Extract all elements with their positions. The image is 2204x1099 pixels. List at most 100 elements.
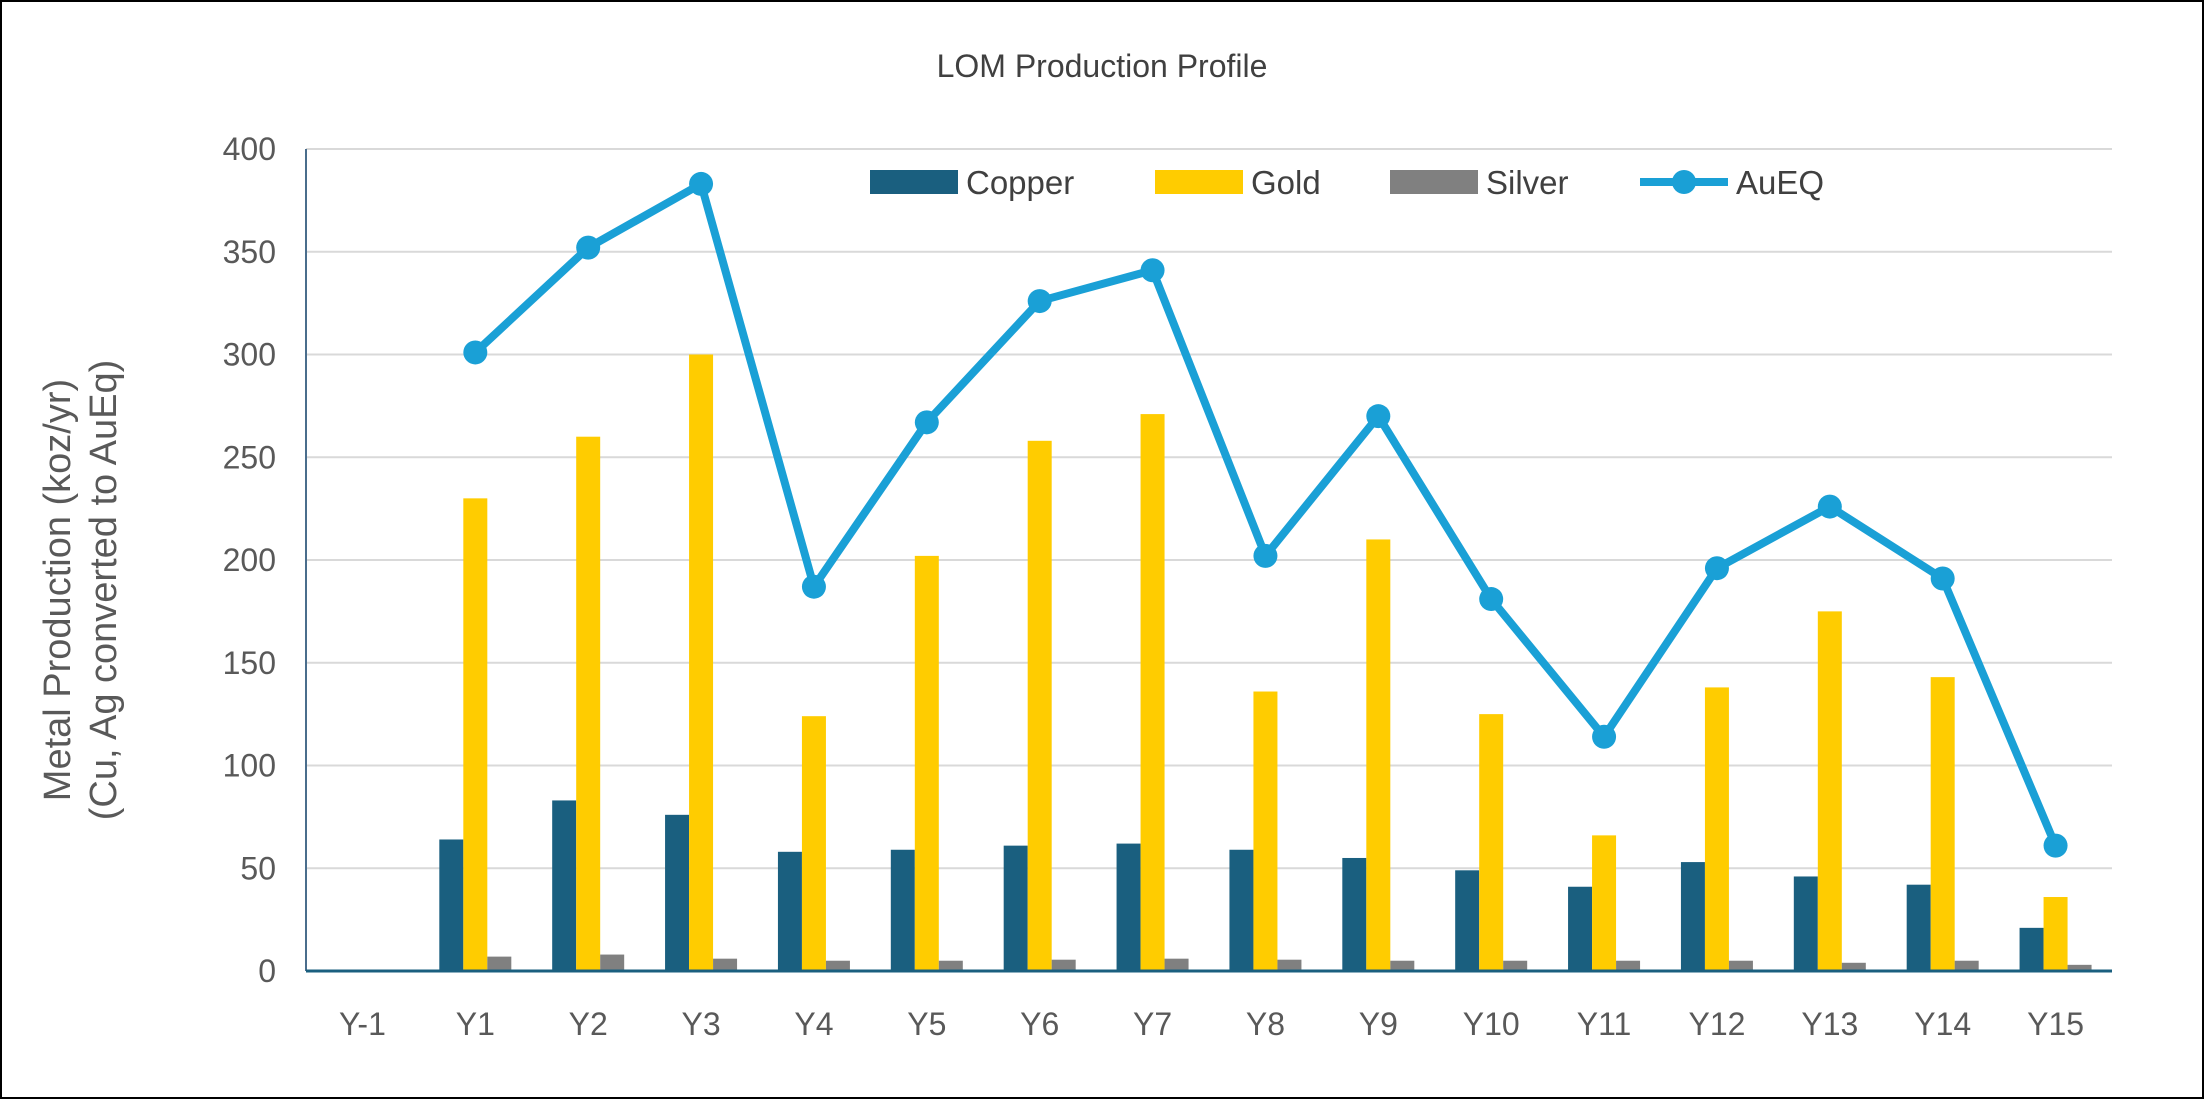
legend-label: Gold <box>1251 164 1321 201</box>
legend-swatch <box>1390 170 1478 194</box>
copper-bar <box>439 839 464 971</box>
chart-title: LOM Production Profile <box>937 48 1268 84</box>
silver-bar <box>1164 958 1189 971</box>
aueq-point <box>1140 258 1165 283</box>
x-tick-label: Y1 <box>456 1006 495 1042</box>
gold-bar <box>914 555 939 971</box>
x-tick-label: Y6 <box>1020 1006 1059 1042</box>
aueq-point <box>576 235 601 260</box>
legend-item-silver: Silver <box>1390 164 1569 201</box>
aueq-point <box>1027 289 1052 314</box>
legend-swatch <box>1155 170 1243 194</box>
aueq-point <box>1704 556 1729 581</box>
gold-bar <box>1027 440 1052 971</box>
gold-bar <box>1366 539 1391 971</box>
aueq-point <box>689 171 714 196</box>
x-tick-label: Y15 <box>2027 1006 2084 1042</box>
aueq-point <box>1479 587 1504 612</box>
y-axis-label-line2: (Cu, Ag converted to AuEq) <box>83 360 125 821</box>
legend-item-copper: Copper <box>870 164 1074 201</box>
gold-bar <box>1704 687 1729 971</box>
x-tick-label: Y5 <box>907 1006 946 1042</box>
silver-bar <box>487 956 512 971</box>
legend-item-gold: Gold <box>1155 164 1321 201</box>
aueq-point <box>1592 724 1617 749</box>
copper-bar <box>777 851 802 971</box>
gold-bar <box>801 716 826 971</box>
silver-bar <box>1503 960 1528 971</box>
aueq-point <box>1366 404 1391 429</box>
aueq-point <box>801 574 826 599</box>
silver-bar <box>600 954 625 971</box>
copper-bar <box>1003 845 1028 971</box>
legend-label: AuEQ <box>1736 164 1824 201</box>
silver-bar <box>1728 960 1753 971</box>
x-tick-label: Y4 <box>794 1006 833 1042</box>
y-tick-label: 200 <box>223 542 276 578</box>
axes: 0 50 100 150 200 250 300 350 400 Y-1 Y1 Y2 Y3 Y4 Y5 Y6 Y… <box>223 131 2112 1042</box>
copper-bar <box>552 800 577 971</box>
silver-bar <box>938 960 963 971</box>
x-tick-label: Y3 <box>681 1006 720 1042</box>
copper-bar <box>2019 927 2044 971</box>
aueq-point <box>914 410 939 435</box>
gold-bar <box>1817 611 1842 971</box>
copper-bar <box>1568 886 1593 971</box>
x-tick-label: Y-1 <box>339 1006 386 1042</box>
silver-bar <box>2067 964 2092 971</box>
x-tick-label: Y7 <box>1133 1006 1172 1042</box>
y-tick-label: 0 <box>258 953 276 989</box>
copper-bar <box>1680 862 1705 971</box>
copper-bar <box>1906 884 1931 971</box>
copper-bar <box>665 814 690 971</box>
copper-bar <box>1793 876 1818 971</box>
gold-bar <box>1140 414 1165 972</box>
aueq-point <box>2043 833 2068 858</box>
y-axis-label-line1: Metal Production (koz/yr) <box>37 379 79 801</box>
silver-bar <box>1277 959 1302 971</box>
y-tick-label: 400 <box>223 131 276 167</box>
y-tick-label: 300 <box>223 337 276 373</box>
copper-bar <box>890 849 915 971</box>
x-tick-label: Y2 <box>569 1006 608 1042</box>
gold-bar <box>463 498 488 971</box>
y-tick-label: 250 <box>223 439 276 475</box>
legend-label: Silver <box>1486 164 1569 201</box>
gold-bar <box>1592 835 1617 971</box>
silver-bar <box>1954 960 1979 971</box>
gridlines <box>306 148 2112 870</box>
gold-bar <box>1253 691 1278 971</box>
x-tick-label: Y13 <box>1801 1006 1858 1042</box>
x-tick-label: Y10 <box>1463 1006 1520 1042</box>
x-tick-label: Y11 <box>1577 1006 1632 1042</box>
x-tick-label: Y9 <box>1359 1006 1398 1042</box>
gold-bar <box>1930 677 1955 971</box>
legend: Copper Gold Silver AuEQ <box>870 164 1824 201</box>
x-tick-label: Y14 <box>1914 1006 1971 1042</box>
silver-bar <box>1390 960 1415 971</box>
bars <box>439 354 2092 972</box>
gold-bar <box>2043 897 2068 971</box>
legend-label: Copper <box>966 164 1074 201</box>
x-tick-label: Y12 <box>1688 1006 1745 1042</box>
copper-bar <box>1342 857 1367 971</box>
gold-bar <box>576 436 601 971</box>
silver-bar <box>1616 960 1641 971</box>
copper-bar <box>1455 870 1480 971</box>
silver-bar <box>825 960 850 971</box>
y-tick-label: 50 <box>240 850 276 886</box>
x-tick-label: Y8 <box>1246 1006 1285 1042</box>
aueq-line <box>463 171 2068 858</box>
legend-marker <box>1672 170 1696 194</box>
silver-bar <box>1841 962 1866 971</box>
y-tick-label: 350 <box>223 234 276 270</box>
silver-bar <box>713 958 738 971</box>
legend-item-aueq: AuEQ <box>1640 164 1824 201</box>
aueq-point <box>1930 566 1955 591</box>
y-tick-label: 100 <box>223 748 276 784</box>
gold-bar <box>689 354 714 971</box>
y-tick-label: 150 <box>223 645 276 681</box>
silver-bar <box>1051 959 1076 971</box>
gold-bar <box>1479 714 1504 971</box>
